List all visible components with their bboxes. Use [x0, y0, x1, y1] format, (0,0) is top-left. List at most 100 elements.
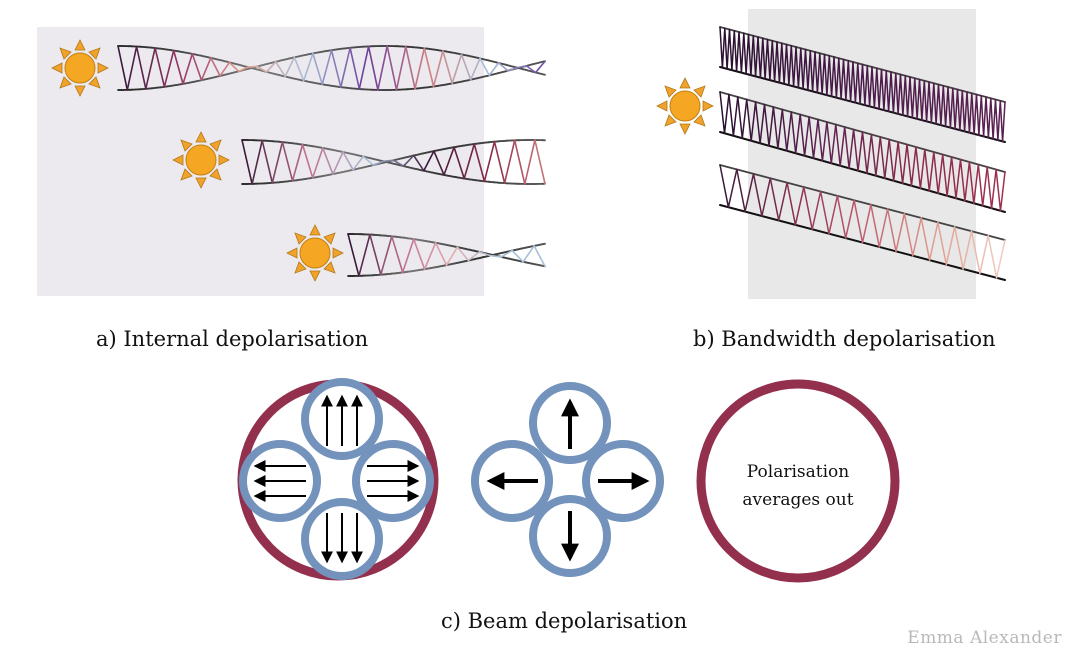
wave-oscillation: [377, 45, 389, 91]
wave-oscillation: [311, 147, 324, 179]
wave-oscillation: [986, 166, 993, 210]
wave-oscillation: [744, 173, 755, 213]
wave-oscillation: [719, 26, 724, 69]
wave-oscillation: [873, 67, 878, 109]
wave-oscillation: [963, 91, 968, 133]
wave-oscillation: [970, 230, 981, 275]
wave-oscillation: [914, 77, 918, 120]
wave-oscillation: [981, 166, 988, 207]
wave-oscillation: [859, 63, 864, 105]
wave-oscillation: [887, 71, 892, 113]
wave-oscillation: [369, 233, 382, 276]
wave-oscillation: [944, 86, 949, 128]
wave-oscillation: [845, 60, 850, 101]
wave-oscillation: [172, 49, 184, 85]
beam-cells-net-vectors: [471, 382, 664, 577]
wave-oscillation: [771, 40, 776, 83]
wave-oscillation: [870, 133, 877, 177]
wave-oscillation: [830, 123, 837, 165]
wave-oscillation: [925, 81, 930, 123]
wave-oscillation: [507, 66, 519, 72]
wave-oscillation: [117, 45, 129, 91]
wave-oscillation: [792, 46, 797, 88]
wave-oscillation: [785, 43, 790, 86]
wave-oscillation: [776, 41, 781, 84]
wave-oscillation: [392, 159, 405, 167]
wave-oscillation: [764, 38, 769, 80]
wave-oscillation: [728, 93, 735, 137]
wave-oscillation: [728, 28, 733, 71]
wave-oscillation: [414, 47, 426, 90]
wave-oscillation: [126, 45, 138, 91]
wave-oscillation: [959, 90, 964, 131]
wave-oscillation: [884, 138, 890, 180]
wave-oscillation: [372, 160, 385, 166]
wave-oscillation: [987, 234, 998, 279]
wave-oscillation: [483, 140, 496, 183]
wave-oscillation: [901, 143, 908, 185]
wave-oscillation: [302, 52, 314, 82]
wave-oscillation: [933, 151, 939, 195]
wave-oscillation: [773, 41, 778, 83]
wave-oscillation: [990, 97, 994, 140]
wave-oscillation: [994, 98, 999, 141]
wave-oscillation: [968, 92, 973, 134]
wave-oscillation: [895, 212, 906, 253]
sun-icon: [172, 131, 230, 189]
wave-oscillation: [903, 212, 914, 257]
wave-oscillation: [763, 103, 770, 147]
wave-oscillation: [516, 65, 528, 69]
wave-oscillation: [954, 88, 959, 130]
wave-oscillation: [819, 190, 830, 235]
wave-oscillation: [823, 53, 828, 96]
wave-oscillation: [460, 53, 472, 81]
wave-oscillation: [757, 36, 762, 79]
wave-oscillation: [977, 163, 984, 207]
wave-oscillation: [463, 143, 476, 180]
wave-oscillation: [362, 155, 375, 166]
wave-oscillation: [766, 38, 771, 81]
wave-oscillation: [503, 139, 516, 184]
wave-oscillation: [937, 153, 944, 195]
wave-oscillation: [811, 51, 816, 93]
wave-oscillation: [500, 249, 514, 258]
wave-oscillation: [241, 139, 253, 185]
wave-oscillation: [332, 151, 344, 175]
author-credit: Emma Alexander: [907, 628, 1062, 648]
wave-oscillation: [966, 91, 971, 134]
wave-oscillation: [422, 150, 435, 172]
wave-oscillation: [835, 123, 841, 167]
wave-oscillation: [971, 92, 975, 135]
wave-oscillation: [880, 68, 885, 111]
wave-oscillation: [291, 143, 304, 182]
wave-oscillation: [992, 98, 997, 140]
wave-oscillation: [786, 181, 797, 226]
wave-oscillation: [525, 65, 537, 74]
wave-oscillation: [928, 151, 935, 192]
wave-oscillation: [871, 66, 876, 109]
wave-oscillation: [759, 103, 766, 145]
wave-oscillation: [759, 37, 764, 79]
wave-oscillation: [401, 238, 415, 274]
wave-oscillation: [985, 96, 990, 139]
wave-oscillation: [443, 146, 455, 176]
wave-oscillation: [804, 48, 809, 91]
wave-oscillation: [750, 101, 757, 142]
wave-oscillation: [962, 230, 973, 270]
wave-oscillation: [493, 140, 506, 184]
wave-oscillation: [533, 245, 546, 268]
wave-oscillation: [899, 73, 904, 116]
wave-oscillation: [909, 76, 914, 119]
wave-oscillation: [999, 171, 1006, 212]
averaged-label-line2: averages out: [742, 490, 853, 510]
wave-oscillation: [434, 242, 448, 266]
wave-oscillation: [358, 233, 371, 277]
wave-oscillation: [945, 226, 956, 266]
wave-oscillation: [163, 49, 175, 88]
wave-oscillation: [251, 139, 264, 185]
wave-oscillation: [747, 33, 752, 76]
wave-oscillation: [978, 95, 983, 136]
wave-oscillation: [395, 45, 407, 91]
wave-oscillation: [778, 42, 783, 84]
wave-oscillation: [733, 30, 738, 73]
